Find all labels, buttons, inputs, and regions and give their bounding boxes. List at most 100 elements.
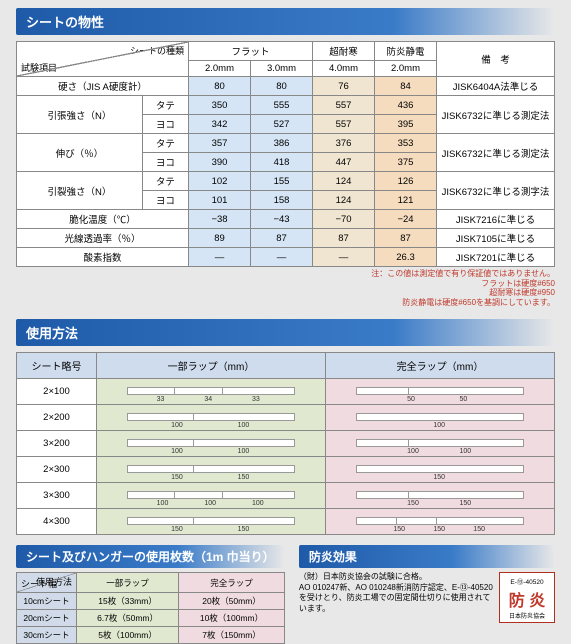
cell: 87 bbox=[251, 229, 313, 248]
section-properties-header: シートの物性 bbox=[16, 8, 555, 35]
cell: 121 bbox=[375, 191, 437, 210]
cell-note: JISK7201に準じる bbox=[437, 248, 555, 267]
section-usage-header: 使用方法 bbox=[16, 319, 555, 346]
t3-cell: 20cmシート bbox=[17, 610, 77, 627]
full-lap-cell: 150150 bbox=[326, 483, 555, 509]
row-label: 光線透過率（％） bbox=[17, 229, 189, 248]
t3-cell: 7枚（150mm） bbox=[179, 627, 285, 644]
cell: — bbox=[313, 248, 375, 267]
header-cold: 超耐寒 bbox=[313, 42, 375, 61]
cell-note: JISK6732に準じる測定法 bbox=[437, 134, 555, 172]
t3-cell: 10cmシート bbox=[17, 593, 77, 610]
row-label: 引張強さ（N） bbox=[17, 96, 143, 134]
fire-box: （財）日本防炎協会の試験に合格。AO 010247新、AO 010248新消防庁… bbox=[299, 572, 555, 623]
row-sub: ヨコ bbox=[142, 153, 188, 172]
partial-lap-cell: 100100 bbox=[97, 405, 326, 431]
cell: 390 bbox=[189, 153, 251, 172]
usage-header: 一部ラップ（mm） bbox=[97, 353, 326, 379]
header-anti: 防炎静電 bbox=[375, 42, 437, 61]
cell-note: JISK6732に準じる測定法 bbox=[437, 96, 555, 134]
cell: 26.3 bbox=[375, 248, 437, 267]
partial-lap-cell: 150150 bbox=[97, 509, 326, 535]
usage-row-label: 2×100 bbox=[17, 379, 97, 405]
cell: 158 bbox=[251, 191, 313, 210]
cell: −38 bbox=[189, 210, 251, 229]
cell: 357 bbox=[189, 134, 251, 153]
cell: 555 bbox=[251, 96, 313, 115]
cell: 353 bbox=[375, 134, 437, 153]
cell: 436 bbox=[375, 96, 437, 115]
row-label: 酸素指数 bbox=[17, 248, 189, 267]
cell-note: JISK6732に準じる測字法 bbox=[437, 172, 555, 210]
header-note: 備 考 bbox=[437, 42, 555, 77]
section-sheets-header: シート及びハンガーの使用枚数（1m 巾当り） bbox=[16, 545, 285, 568]
sheets-table: 使用方法シート幅 一部ラップ 完全ラップ 10cmシート15枚（33mm）20枚… bbox=[16, 572, 285, 644]
usage-row-label: 2×200 bbox=[17, 405, 97, 431]
row-sub: ヨコ bbox=[142, 191, 188, 210]
cell: 87 bbox=[313, 229, 375, 248]
cell: 102 bbox=[189, 172, 251, 191]
t3-cell: 5枚（100mm） bbox=[77, 627, 179, 644]
cell: 395 bbox=[375, 115, 437, 134]
cell: 557 bbox=[313, 115, 375, 134]
subheader: 2.0mm bbox=[189, 61, 251, 77]
cell: 342 bbox=[189, 115, 251, 134]
cell: 101 bbox=[189, 191, 251, 210]
row-label: 脆化温度（℃） bbox=[17, 210, 189, 229]
row-sub: タテ bbox=[142, 96, 188, 115]
row-sub: タテ bbox=[142, 172, 188, 191]
partial-lap-cell: 100100100 bbox=[97, 483, 326, 509]
diag-bottom: 試験項目 bbox=[21, 61, 57, 74]
cell-note: JISK7216に準じる bbox=[437, 210, 555, 229]
usage-row-label: 3×200 bbox=[17, 431, 97, 457]
cell: −70 bbox=[313, 210, 375, 229]
cell: 87 bbox=[375, 229, 437, 248]
cell: 124 bbox=[313, 172, 375, 191]
cell: 89 bbox=[189, 229, 251, 248]
header-flat: フラット bbox=[189, 42, 313, 61]
t3-header: 完全ラップ bbox=[179, 573, 285, 593]
cell: 84 bbox=[375, 77, 437, 96]
full-lap-cell: 100100 bbox=[326, 431, 555, 457]
cell: 418 bbox=[251, 153, 313, 172]
properties-table: シートの種類試験項目 フラット 超耐寒 防炎静電 備 考 2.0mm 3.0mm… bbox=[16, 41, 555, 267]
partial-lap-cell: 100100 bbox=[97, 431, 326, 457]
usage-row-label: 3×300 bbox=[17, 483, 97, 509]
cell: 447 bbox=[313, 153, 375, 172]
cell: −43 bbox=[251, 210, 313, 229]
cell: 375 bbox=[375, 153, 437, 172]
cell: 155 bbox=[251, 172, 313, 191]
cell: 124 bbox=[313, 191, 375, 210]
usage-row-label: 2×300 bbox=[17, 457, 97, 483]
cell: 80 bbox=[189, 77, 251, 96]
cell: 126 bbox=[375, 172, 437, 191]
partial-lap-cell: 333433 bbox=[97, 379, 326, 405]
t3-cell: 10枚（100mm） bbox=[179, 610, 285, 627]
cell: 557 bbox=[313, 96, 375, 115]
t3-cell: 20枚（50mm） bbox=[179, 593, 285, 610]
table1-footnote: 注：この値は測定値で有り保証値ではありません。フラットは硬度#650超耐寒は硬度… bbox=[16, 269, 555, 307]
full-lap-cell: 5050 bbox=[326, 379, 555, 405]
t3-cell: 30cmシート bbox=[17, 627, 77, 644]
cell-note: JISK7105に準じる bbox=[437, 229, 555, 248]
cell: 80 bbox=[251, 77, 313, 96]
usage-row-label: 4×300 bbox=[17, 509, 97, 535]
section-fire-header: 防炎効果 bbox=[299, 545, 555, 568]
subheader: 4.0mm bbox=[313, 61, 375, 77]
t3-cell: 6.7枚（50mm） bbox=[77, 610, 179, 627]
fire-org: 日本防炎協会 bbox=[502, 611, 552, 620]
full-lap-cell: 100 bbox=[326, 405, 555, 431]
fire-code: E-⑬-40520 bbox=[502, 575, 552, 587]
diag-top: シートの種類 bbox=[130, 44, 184, 57]
full-lap-cell: 150150150 bbox=[326, 509, 555, 535]
cell: 376 bbox=[313, 134, 375, 153]
row-sub: タテ bbox=[142, 134, 188, 153]
fire-text: （財）日本防炎協会の試験に合格。AO 010247新、AO 010248新消防庁… bbox=[299, 572, 493, 623]
cell: — bbox=[189, 248, 251, 267]
subheader: 2.0mm bbox=[375, 61, 437, 77]
full-lap-cell: 150 bbox=[326, 457, 555, 483]
t3-diag-top: 使用方法 bbox=[36, 575, 72, 588]
cell: 350 bbox=[189, 96, 251, 115]
fire-stamp: E-⑬-40520 防 炎 日本防炎協会 bbox=[499, 572, 555, 623]
cell-note: JISK6404A法準じる bbox=[437, 77, 555, 96]
